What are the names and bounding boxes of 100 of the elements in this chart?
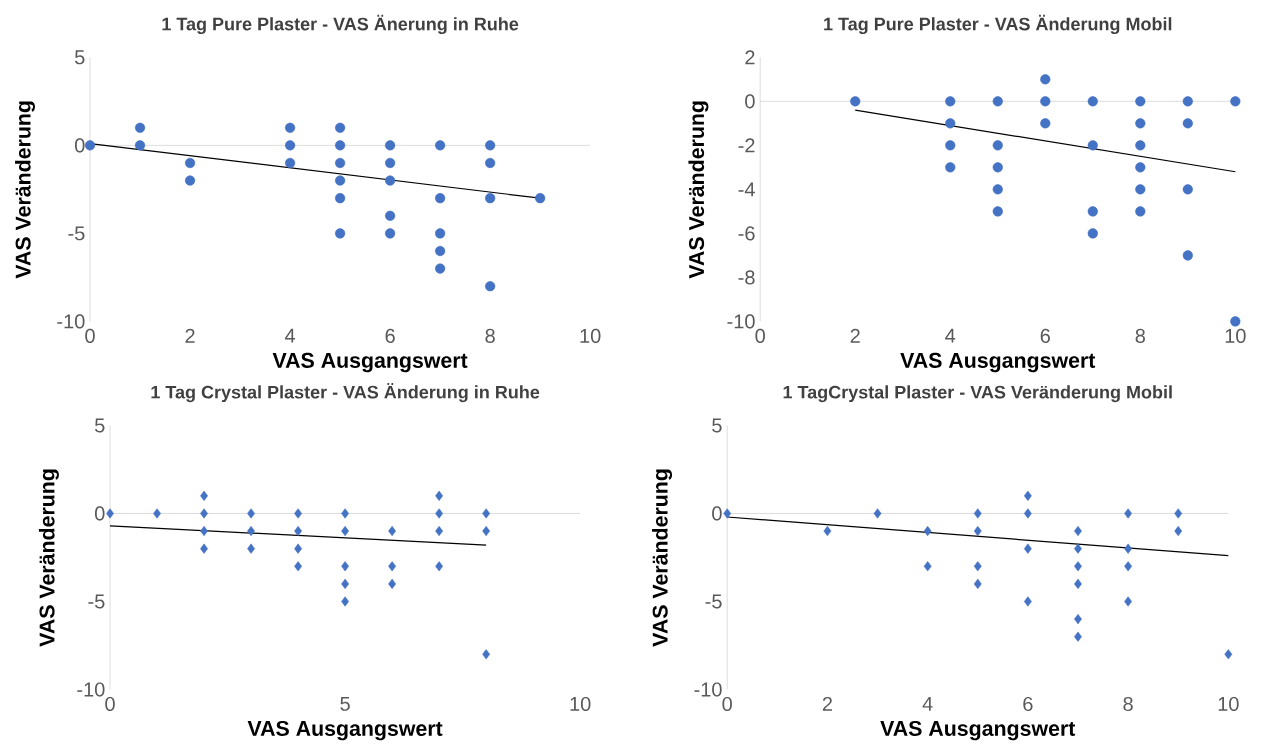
point bbox=[385, 140, 396, 151]
point bbox=[341, 508, 349, 519]
point bbox=[1024, 596, 1032, 607]
point bbox=[341, 596, 349, 607]
point bbox=[923, 561, 932, 572]
point bbox=[485, 158, 496, 169]
point bbox=[200, 508, 208, 519]
point bbox=[247, 508, 255, 519]
point bbox=[335, 140, 346, 151]
x-tick-label: 6 bbox=[385, 329, 395, 344]
point bbox=[1087, 140, 1098, 151]
x-tick-label: 4 bbox=[945, 329, 956, 343]
point bbox=[1074, 526, 1082, 537]
y-tick-label: 5 bbox=[74, 50, 85, 65]
y-axis-title: VAS Veränderung bbox=[38, 469, 59, 647]
point bbox=[1182, 250, 1193, 261]
x-tick-label: 0 bbox=[105, 697, 115, 712]
point bbox=[1124, 508, 1132, 519]
point bbox=[482, 508, 491, 519]
point bbox=[435, 526, 443, 537]
point bbox=[992, 184, 1003, 195]
y-axis-title: VAS Veränderung bbox=[652, 469, 673, 647]
point bbox=[1230, 96, 1241, 107]
chart-title: 1 Tag Crystal Plaster - VAS Änderung in Ruhe bbox=[151, 383, 540, 403]
point bbox=[1182, 96, 1193, 107]
point bbox=[1040, 118, 1051, 129]
x-tick-label: 10 bbox=[580, 329, 601, 344]
point bbox=[341, 561, 349, 572]
point bbox=[294, 526, 302, 537]
point bbox=[923, 526, 932, 537]
point bbox=[435, 140, 446, 151]
point bbox=[335, 122, 346, 134]
point bbox=[184, 158, 196, 169]
x-tick-label: 6 bbox=[1023, 697, 1033, 712]
point bbox=[485, 140, 496, 151]
point bbox=[200, 526, 208, 537]
point bbox=[873, 508, 882, 519]
y-tick-label: -5 bbox=[88, 594, 105, 609]
point bbox=[294, 561, 302, 572]
x-tick-label: 2 bbox=[822, 697, 832, 712]
point bbox=[1182, 118, 1193, 129]
point bbox=[1124, 543, 1132, 554]
x-tick-label: 8 bbox=[1135, 329, 1145, 344]
point bbox=[341, 579, 349, 590]
point bbox=[385, 228, 396, 239]
y-tick-label: 5 bbox=[712, 418, 722, 433]
point bbox=[335, 175, 346, 186]
x-tick-label: 10 bbox=[1218, 697, 1239, 712]
x-tick-label: 4 bbox=[284, 329, 296, 343]
y-tick-label: -10 bbox=[77, 682, 105, 697]
x-tick-label: 2 bbox=[850, 329, 860, 343]
point bbox=[388, 579, 396, 590]
y-tick-label: -5 bbox=[68, 226, 85, 241]
point bbox=[482, 526, 491, 537]
x-axis-title: VAS Ausgangswert bbox=[900, 353, 1096, 373]
point bbox=[435, 561, 443, 572]
point bbox=[285, 140, 296, 151]
point bbox=[945, 118, 956, 129]
x-tick-label: 10 bbox=[570, 697, 591, 712]
point bbox=[335, 193, 346, 204]
point bbox=[184, 175, 196, 186]
point bbox=[1135, 118, 1146, 129]
y-tick-label: -5 bbox=[705, 594, 722, 609]
y-tick-label: -2 bbox=[738, 138, 755, 153]
point bbox=[1135, 162, 1146, 173]
point bbox=[992, 206, 1003, 217]
point bbox=[388, 561, 396, 572]
point bbox=[1040, 74, 1051, 85]
point bbox=[435, 491, 443, 502]
x-tick-label: 0 bbox=[722, 697, 732, 712]
chart-title: 1 TagCrystal Plaster - VAS Veränderung Mobil bbox=[783, 385, 1172, 403]
point bbox=[1135, 140, 1146, 151]
point bbox=[1230, 316, 1241, 327]
point bbox=[385, 210, 396, 222]
point bbox=[84, 140, 96, 151]
point bbox=[823, 526, 832, 537]
point bbox=[945, 96, 956, 107]
point bbox=[1040, 96, 1051, 107]
x-tick-label: 8 bbox=[1123, 697, 1133, 712]
point bbox=[341, 526, 349, 537]
point bbox=[435, 228, 446, 239]
point bbox=[992, 140, 1003, 151]
y-tick-label: 0 bbox=[74, 138, 85, 153]
y-tick-label: -10 bbox=[727, 314, 755, 329]
point bbox=[1087, 228, 1098, 239]
point bbox=[285, 122, 296, 134]
point bbox=[435, 263, 446, 274]
point bbox=[106, 508, 114, 519]
y-tick-label: -10 bbox=[694, 682, 722, 697]
point bbox=[973, 526, 982, 537]
point bbox=[945, 162, 956, 173]
point bbox=[1224, 649, 1233, 660]
point bbox=[945, 140, 956, 151]
y-tick-label: 0 bbox=[94, 506, 105, 521]
y-tick-label: 5 bbox=[95, 418, 105, 433]
point bbox=[485, 281, 496, 292]
point bbox=[973, 508, 982, 519]
point bbox=[1135, 184, 1146, 195]
point bbox=[1024, 508, 1032, 519]
point bbox=[1087, 206, 1098, 217]
